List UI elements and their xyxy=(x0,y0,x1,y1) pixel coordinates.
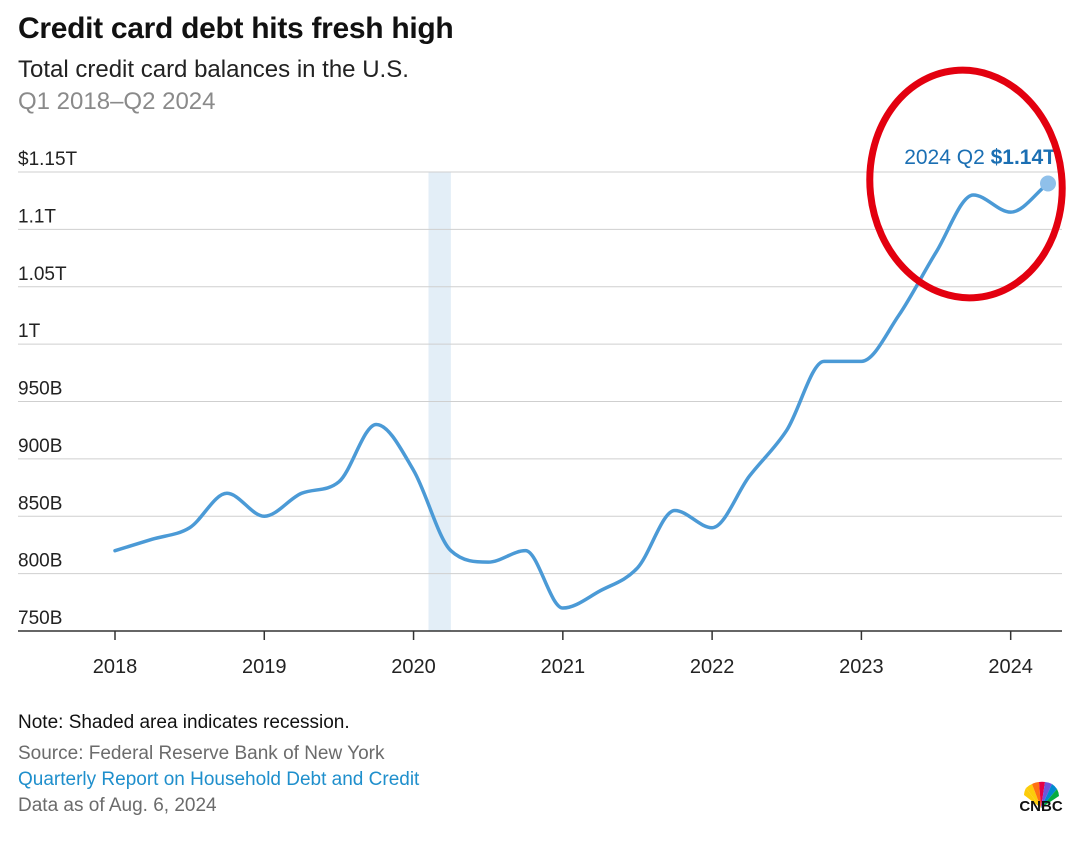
report-link[interactable]: Quarterly Report on Household Debt and C… xyxy=(18,769,420,790)
chart-subtitle: Total credit card balances in the U.S. xyxy=(18,56,409,83)
peacock-icon xyxy=(1024,781,1059,808)
x-tick-label: 2019 xyxy=(242,656,287,678)
chart-title: Credit card debt hits fresh high xyxy=(18,12,454,45)
x-tick-label: 2023 xyxy=(839,656,884,678)
x-tick-label: 2020 xyxy=(391,656,436,678)
x-tick-label: 2018 xyxy=(93,656,138,678)
line-chart: 750B 800B 850B 900B 950B 1T 1.05T 1.1T $1.15T 201… xyxy=(18,66,1066,678)
cnbc-logo-text: CNBC xyxy=(1019,798,1063,815)
x-tick-label: 2024 xyxy=(988,656,1033,678)
last-point-marker xyxy=(1040,175,1056,192)
data-as-of: Data as of Aug. 6, 2024 xyxy=(18,795,217,816)
y-tick-label: 900B xyxy=(18,436,62,457)
source-text: Source: Federal Reserve Bank of New York xyxy=(18,743,385,764)
series-line xyxy=(113,181,1050,610)
y-tick-label: $1.15T xyxy=(18,149,78,170)
last-value-annotation: 2024 Q2 $1.14T xyxy=(904,146,1056,169)
y-tick-label: 1.05T xyxy=(18,264,67,285)
x-tick-label: 2022 xyxy=(690,656,735,678)
y-tick-label: 1.1T xyxy=(18,206,56,227)
x-tick-label: 2021 xyxy=(541,656,586,678)
y-tick-label: 950B xyxy=(18,379,62,400)
y-tick-label: 1T xyxy=(18,321,41,342)
annotation-period: 2024 Q2 xyxy=(904,146,990,169)
date-range: Q1 2018–Q2 2024 xyxy=(18,88,216,115)
y-tick-label: 750B xyxy=(18,608,62,629)
y-tick-label: 850B xyxy=(18,493,62,514)
y-tick-label: 800B xyxy=(18,551,62,572)
recession-note: Note: Shaded area indicates recession. xyxy=(18,712,350,733)
annotation-value: $1.14T xyxy=(991,146,1057,169)
highlight-circle xyxy=(866,66,1066,302)
